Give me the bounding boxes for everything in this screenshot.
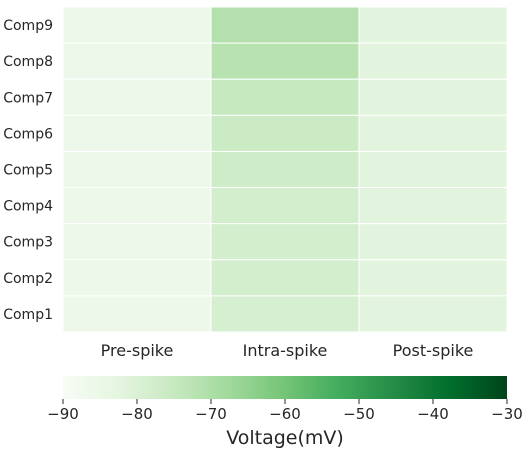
heatmap-cell — [358, 295, 508, 333]
heatmap-cell — [358, 223, 508, 261]
heatmap-cell — [62, 150, 212, 189]
heatmap-cell — [358, 6, 508, 44]
colorbar-tick-label: −90 — [47, 405, 79, 423]
heatmap-cell — [62, 42, 212, 80]
heatmap-cell — [210, 6, 360, 44]
heatmap-cells — [62, 6, 508, 333]
colorbar-tick-label: −30 — [491, 405, 523, 423]
heatmap-cell — [358, 259, 508, 297]
heatmap-cell — [358, 78, 508, 116]
heatmap-cell — [210, 150, 360, 189]
colorbar-ticks: −90 −80 −70 −60 −50 −40 −30 — [47, 399, 523, 423]
row-label: Comp1 — [3, 307, 53, 323]
colorbar-tick-label: −70 — [195, 405, 227, 423]
column-labels: Pre-spike Intra-spike Post-spike — [101, 341, 474, 360]
row-label: Comp9 — [3, 18, 53, 34]
heatmap-cell — [210, 187, 360, 225]
heatmap-cell — [210, 78, 360, 116]
row-label: Comp8 — [3, 54, 53, 70]
heatmap-cell — [62, 187, 212, 225]
row-label: Comp5 — [3, 163, 53, 179]
row-label: Comp4 — [3, 199, 53, 215]
column-label: Post-spike — [393, 341, 474, 360]
row-label: Comp3 — [3, 235, 53, 251]
colorbar-tick-label: −80 — [121, 405, 153, 423]
row-label: Comp6 — [3, 126, 53, 142]
heatmap-cell — [62, 6, 212, 44]
heatmap-cell — [358, 42, 508, 80]
heatmap-cell — [210, 114, 360, 152]
row-label: Comp7 — [3, 90, 53, 106]
heatmap-cell — [358, 150, 508, 189]
column-label: Intra-spike — [243, 341, 328, 360]
column-label: Pre-spike — [101, 341, 174, 360]
heatmap-cell — [62, 295, 212, 333]
colorbar-tick-label: −40 — [417, 405, 449, 423]
heatmap-cell — [210, 295, 360, 333]
heatmap-cell — [62, 78, 212, 116]
heatmap-cell — [358, 187, 508, 225]
row-label: Comp2 — [3, 271, 53, 287]
heatmap-cell — [62, 259, 212, 297]
heatmap-cell — [210, 42, 360, 80]
colorbar-tick-label: −50 — [343, 405, 375, 423]
heatmap-cell — [210, 223, 360, 261]
heatmap-cell — [358, 114, 508, 152]
colorbar-label: Voltage(mV) — [226, 427, 344, 449]
colorbar — [63, 376, 507, 399]
heatmap-cell — [62, 114, 212, 152]
heatmap-cell — [62, 223, 212, 261]
heatmap-cell — [210, 259, 360, 297]
colorbar-tick-label: −60 — [269, 405, 301, 423]
row-labels: Comp9 Comp8 Comp7 Comp6 Comp5 Comp4 Comp3 Comp2… — [3, 18, 53, 323]
